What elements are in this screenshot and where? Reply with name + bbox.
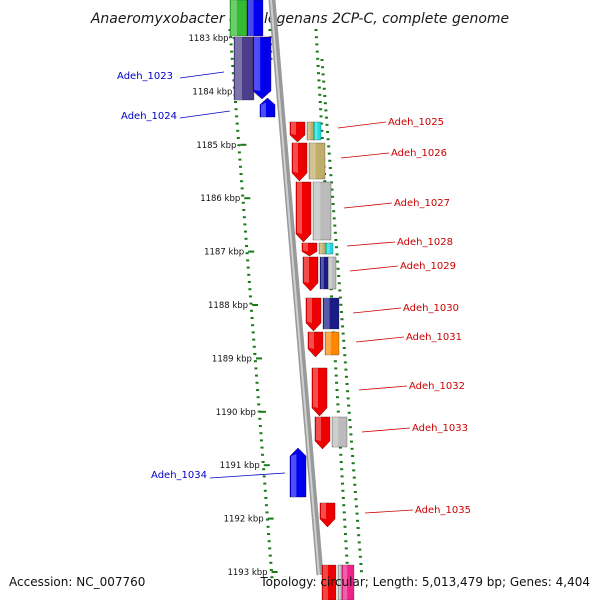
gene-label-forward: Adeh_1030 <box>403 303 459 314</box>
forward-gene-feature <box>295 181 312 243</box>
label-leader-line <box>361 427 411 433</box>
cog-block <box>325 242 334 255</box>
gene-label-reverse: Adeh_1023 <box>117 71 173 82</box>
tick-label: 1189 kbp <box>212 354 252 364</box>
map-title: Anaeromyxobacter dehalogenans 2CP-C, com… <box>90 11 509 27</box>
gene-label-forward: Adeh_1031 <box>406 332 462 343</box>
label-leader-line <box>343 202 393 209</box>
accession-text: Accession: NC_007760 <box>9 575 146 589</box>
label-leader-line <box>179 71 225 79</box>
label-leader-line <box>355 336 405 343</box>
tick-label: 1185 kbp <box>196 141 236 151</box>
cog-block <box>331 416 348 448</box>
label-leader-line <box>337 121 387 129</box>
gene-label-forward: Adeh_1032 <box>409 381 465 392</box>
tick-mark <box>252 304 259 306</box>
cog-block <box>308 142 326 180</box>
right-boundary-track <box>320 59 363 573</box>
forward-gene-feature <box>311 367 328 417</box>
tick-mark <box>248 250 255 253</box>
gene-label-reverse: Adeh_1034 <box>151 470 207 481</box>
cog-block <box>312 181 332 241</box>
reverse-gene-feature <box>252 36 272 100</box>
tick-mark <box>271 571 278 573</box>
tick-label: 1184 kbp <box>192 87 232 97</box>
tick-mark <box>263 464 270 467</box>
tick-mark <box>255 357 262 360</box>
gene-label-forward: Adeh_1028 <box>397 237 453 248</box>
gene-label-forward: Adeh_1035 <box>415 505 471 516</box>
label-leader-line <box>346 241 396 247</box>
gene-label-forward: Adeh_1026 <box>391 148 447 159</box>
forward-gene-feature <box>302 256 319 292</box>
tick-label: 1191 kbp <box>220 461 260 471</box>
tick-label: 1183 kbp <box>189 34 229 44</box>
forward-gene-feature <box>305 297 322 332</box>
reverse-gene-feature <box>259 97 276 118</box>
tick-label: 1188 kbp <box>208 301 248 311</box>
tick-label: 1187 kbp <box>204 248 244 258</box>
gene-labels: Adeh_1023 Adeh_1024 Adeh_1034 Adeh_1025 Adeh… <box>117 71 471 516</box>
forward-gene-feature <box>321 564 337 600</box>
cog-block <box>313 121 322 141</box>
forward-gene-feature <box>289 121 306 143</box>
tick-label: 1192 kbp <box>224 515 264 525</box>
genome-info-text: Topology: circular; Length: 5,013,479 bp… <box>260 575 590 589</box>
cog-block <box>322 297 340 330</box>
gene-label-forward: Adeh_1025 <box>388 117 444 128</box>
cog-block <box>327 256 337 290</box>
tick-label: 1186 kbp <box>200 194 240 204</box>
forward-gene-feature <box>319 502 336 528</box>
tick-label: 1190 kbp <box>216 408 256 418</box>
gene-label-forward: Adeh_1027 <box>394 198 450 209</box>
forward-gene-feature <box>307 331 324 358</box>
gene-label-reverse: Adeh_1024 <box>121 111 177 122</box>
label-leader-line <box>179 110 231 119</box>
label-leader-line <box>340 152 390 159</box>
label-leader-line <box>352 307 402 314</box>
gene-features <box>229 0 355 600</box>
label-leader-line <box>209 472 286 479</box>
tick-mark <box>267 517 274 520</box>
kbp-ticks: 1183 kbp 1184 kbp 1185 kbp 1186 kbp 1187 kbp… <box>189 34 278 578</box>
tick-label: 1193 kbp <box>227 568 267 578</box>
tick-mark <box>240 143 247 146</box>
label-leader-line <box>364 509 414 514</box>
genome-backbone <box>268 0 324 576</box>
tick-mark <box>259 410 266 413</box>
gene-label-forward: Adeh_1029 <box>400 261 456 272</box>
tick-mark <box>244 197 251 200</box>
label-leader-line <box>349 265 399 272</box>
gene-label-forward: Adeh_1033 <box>412 423 468 434</box>
forward-gene-feature <box>301 242 318 257</box>
cog-block <box>324 331 340 356</box>
cog-block <box>341 564 355 600</box>
reverse-gene-feature <box>289 447 307 498</box>
forward-gene-feature <box>291 142 308 182</box>
reverse-gene-feature <box>246 0 264 37</box>
label-leader-line <box>358 385 408 391</box>
forward-gene-feature <box>314 416 331 450</box>
